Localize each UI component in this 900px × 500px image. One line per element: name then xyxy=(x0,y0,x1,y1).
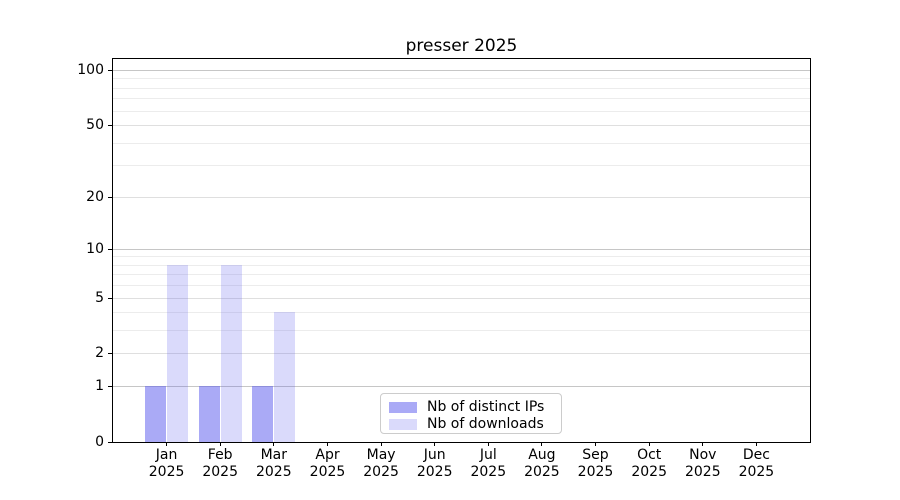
bar-distinct-ips-feb xyxy=(198,386,220,442)
legend-item-distinct-ips: Nb of distinct IPs xyxy=(389,399,553,415)
x-label-year: 2025 xyxy=(684,464,721,480)
major-gridline xyxy=(113,297,810,299)
major-gridline xyxy=(113,248,810,250)
x-label-year: 2025 xyxy=(577,464,614,480)
major-gridline xyxy=(113,353,810,355)
y-tick-mark xyxy=(108,248,112,250)
x-tick-mark xyxy=(702,442,704,446)
minor-gridline xyxy=(113,256,810,258)
x-tick-label: Apr 2025 xyxy=(301,447,355,481)
major-gridline xyxy=(113,125,810,127)
x-label-year: 2025 xyxy=(363,464,399,480)
x-label-month: Oct xyxy=(637,447,662,463)
minor-gridline xyxy=(113,87,810,89)
y-tick-label: 5 xyxy=(95,289,104,306)
x-tick-label: Nov 2025 xyxy=(676,447,730,481)
y-tick-label: 10 xyxy=(86,240,104,257)
y-tick-mark xyxy=(108,353,112,355)
minor-gridline xyxy=(113,78,810,80)
major-gridline xyxy=(113,70,810,71)
y-tick-mark xyxy=(108,297,112,299)
minor-gridline xyxy=(113,312,810,314)
x-label-month: Apr xyxy=(315,447,340,463)
x-tick-mark xyxy=(273,442,275,446)
y-tick-label: 20 xyxy=(86,188,104,205)
x-tick-mark xyxy=(487,442,489,446)
minor-gridline xyxy=(113,110,810,112)
legend-label-distinct-ips: Nb of distinct IPs xyxy=(427,399,545,415)
y-tick-mark xyxy=(108,442,112,443)
x-tick-mark xyxy=(595,442,596,446)
y-tick-label: 100 xyxy=(77,62,104,78)
minor-gridline xyxy=(113,330,810,332)
x-label-month: Jun xyxy=(423,447,446,463)
y-tick-mark xyxy=(108,70,112,71)
x-label-month: Jul xyxy=(479,447,497,463)
x-tick-label: Sep 2025 xyxy=(569,447,623,481)
x-tick-label: May 2025 xyxy=(354,447,408,481)
x-label-month: Sep xyxy=(582,447,609,463)
x-label-year: 2025 xyxy=(202,464,238,480)
y-tick-label: 2 xyxy=(95,345,104,362)
y-tick-label: 50 xyxy=(86,117,104,134)
x-label-month: Aug xyxy=(528,447,556,463)
x-tick-label: Oct 2025 xyxy=(622,447,676,481)
x-tick-label: Dec 2025 xyxy=(729,447,783,481)
x-tick-label: Mar 2025 xyxy=(247,447,301,481)
y-tick-mark xyxy=(108,125,112,127)
x-label-year: 2025 xyxy=(524,464,560,480)
x-label-month: Jan xyxy=(155,447,178,463)
minor-gridline xyxy=(113,274,810,276)
bar-distinct-ips-mar xyxy=(252,386,274,442)
x-label-year: 2025 xyxy=(738,464,775,480)
x-label-year: 2025 xyxy=(309,464,346,480)
x-tick-mark xyxy=(166,442,168,446)
plot-area: 100 50 20 10 5 2 1 0 Jan 2025 Feb 2025 Mar 2025 Apr 202… xyxy=(77,58,811,480)
legend: Nb of distinct IPs Nb of downloads xyxy=(380,393,562,434)
x-tick-mark xyxy=(648,442,650,446)
x-label-month: Dec xyxy=(742,447,770,463)
y-tick-mark xyxy=(108,196,112,198)
legend-swatch-downloads xyxy=(389,418,417,430)
legend-label-downloads: Nb of downloads xyxy=(427,416,544,432)
bar-downloads-feb xyxy=(220,264,242,442)
minor-gridline xyxy=(113,98,810,100)
x-tick-label: Jan 2025 xyxy=(140,447,194,481)
x-tick-mark xyxy=(380,442,382,446)
minor-gridline xyxy=(113,264,810,266)
x-label-year: 2025 xyxy=(470,464,507,480)
x-tick-label: Feb 2025 xyxy=(193,447,247,481)
y-tick-label: 1 xyxy=(95,378,104,395)
minor-gridline xyxy=(113,142,810,144)
x-tick-label: Jul 2025 xyxy=(461,447,515,481)
x-tick-mark xyxy=(219,442,221,446)
x-label-month: Mar xyxy=(260,447,287,463)
minor-gridline xyxy=(113,285,810,287)
x-label-year: 2025 xyxy=(416,464,453,480)
chart-title: presser 2025 xyxy=(405,36,518,56)
bar-distinct-ips-jan xyxy=(145,386,167,442)
minor-gridline xyxy=(113,165,810,167)
legend-item-downloads: Nb of downloads xyxy=(389,416,553,432)
x-tick-mark xyxy=(327,442,328,446)
x-tick-label: Jun 2025 xyxy=(408,447,462,481)
y-tick-mark xyxy=(108,386,112,388)
x-label-year: 2025 xyxy=(255,464,292,480)
legend-swatch-distinct-ips xyxy=(389,401,417,413)
x-tick-mark xyxy=(541,442,543,446)
major-gridline xyxy=(113,196,810,198)
x-label-month: May xyxy=(366,447,396,463)
x-label-month: Nov xyxy=(689,447,717,463)
x-tick-mark xyxy=(434,442,436,446)
x-tick-label: Aug 2025 xyxy=(515,447,569,481)
major-gridline xyxy=(113,386,810,388)
bar-downloads-mar xyxy=(274,312,296,442)
bar-downloads-jan xyxy=(167,264,189,442)
y-tick-label: 0 xyxy=(95,434,104,450)
x-tick-mark xyxy=(755,442,757,446)
x-label-year: 2025 xyxy=(631,464,667,480)
x-label-year: 2025 xyxy=(148,464,185,480)
x-label-month: Feb xyxy=(207,447,233,463)
